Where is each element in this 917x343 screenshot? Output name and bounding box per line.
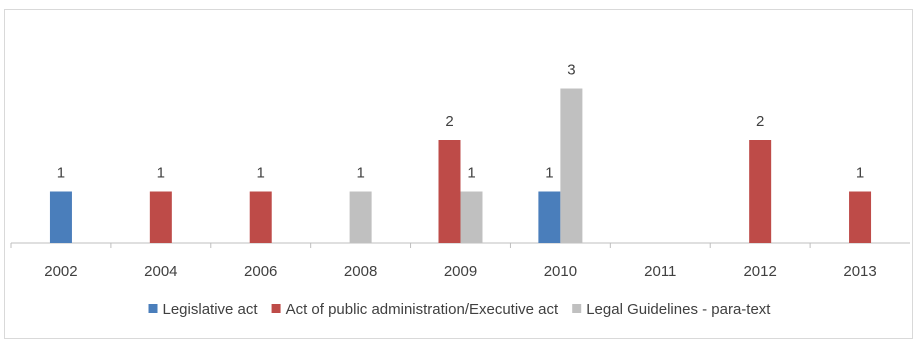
x-tick-label: 2009	[444, 263, 477, 280]
legend-swatch-legislative-act	[148, 304, 158, 313]
data-label: 1	[356, 165, 364, 182]
x-tick-label: 2011	[644, 263, 676, 280]
bar-act-of-public-administration-executive-act-2013	[849, 191, 872, 243]
data-label: 1	[157, 165, 165, 182]
x-tick-label: 2013	[843, 263, 876, 280]
axis-layer	[10, 242, 910, 248]
x-tick-label: 2010	[544, 263, 577, 280]
bar-legislative-act-2010	[538, 191, 561, 243]
bar-act-of-public-administration-executive-act-2006	[249, 191, 272, 243]
legend: Legislative act Act of public administrat…	[148, 301, 771, 318]
data-label: 1	[467, 165, 475, 182]
legend-label-legislative-act: Legislative act	[163, 301, 259, 318]
x-tick-label: 2004	[144, 263, 177, 280]
legend-swatch-act-of-public-administration-executive-act	[271, 304, 281, 313]
bar-legal-guidelines-para-text-2008	[349, 191, 372, 243]
x-tick-label: 2006	[244, 263, 277, 280]
data-label: 2	[445, 113, 453, 130]
legend-swatch-legal-guidelines-para-text	[572, 304, 582, 313]
data-labels-layer: 1 1 1 1 2 1 1 3 2 1	[57, 62, 864, 182]
bar-legal-guidelines-para-text-2009	[460, 191, 483, 243]
bar-act-of-public-administration-executive-act-2012	[749, 140, 772, 243]
bar-act-of-public-administration-executive-act-2004	[149, 191, 172, 243]
x-tick-label: 2012	[743, 263, 776, 280]
data-label: 1	[545, 165, 553, 182]
legend-label-act-of-public-administration-executive-act: Act of public administration/Executive a…	[286, 301, 559, 318]
bar-legislative-act-2002	[49, 191, 72, 243]
x-tick-label: 2002	[44, 263, 77, 280]
x-tick-labels-layer: 2002 2004 2006 2008 2009 2010 2011 2012 2013	[44, 263, 876, 280]
data-label: 3	[567, 62, 575, 79]
x-tick-label: 2008	[344, 263, 377, 280]
legend-label-legal-guidelines-para-text: Legal Guidelines - para-text	[586, 301, 771, 318]
data-label: 2	[756, 113, 764, 130]
bar-act-of-public-administration-executive-act-2009	[438, 140, 461, 243]
data-label: 1	[856, 165, 864, 182]
data-label: 1	[57, 165, 65, 182]
bars-layer	[49, 88, 872, 243]
bar-legal-guidelines-para-text-2010	[560, 88, 583, 243]
data-label: 1	[257, 165, 265, 182]
